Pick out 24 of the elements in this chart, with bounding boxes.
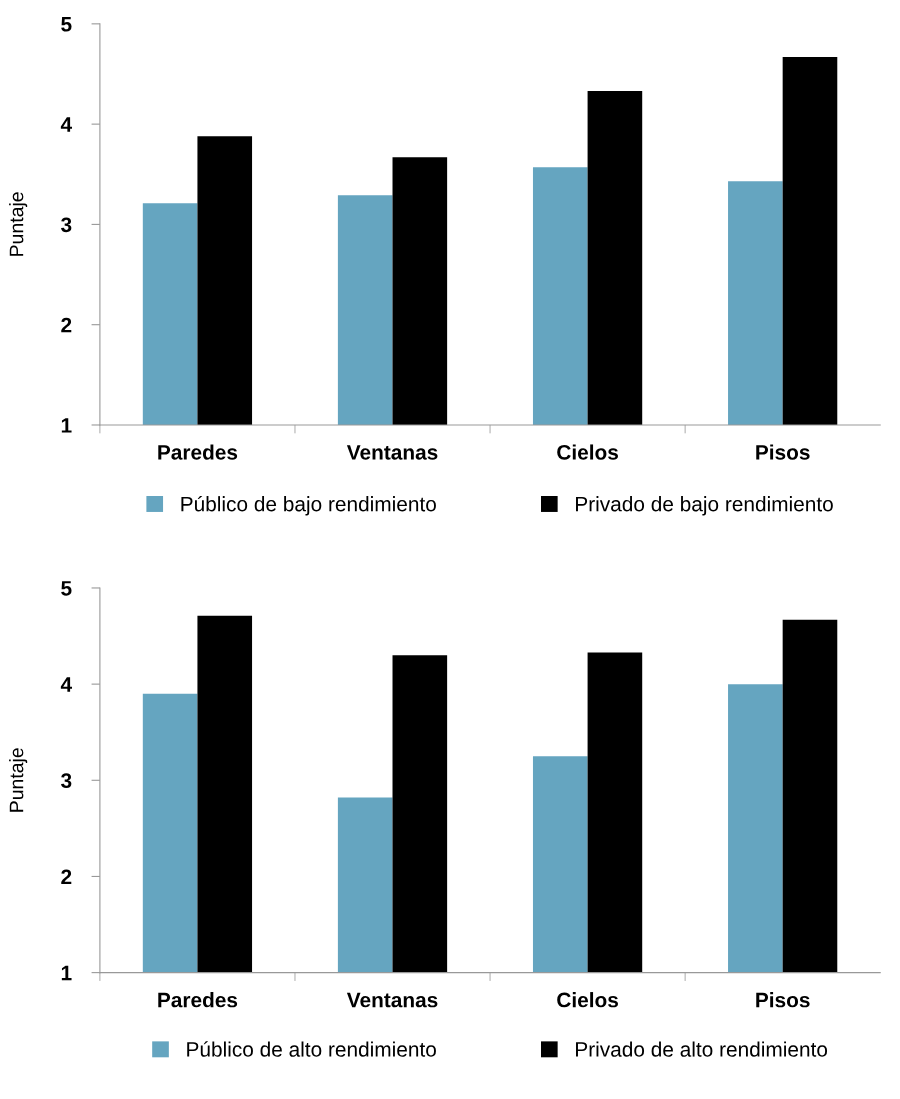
- x-tick-label: Pisos: [756, 444, 810, 460]
- legend-label: Privado de alto rendimiento: [576, 1041, 828, 1057]
- x-tick-label: Paredes: [158, 444, 238, 460]
- x-tick-label: Ventanas: [346, 445, 438, 460]
- y-axis-title: Puntaje: [9, 192, 28, 256]
- x-tick-label: Cielos: [557, 992, 618, 1008]
- x-tick-label: Cielos: [557, 444, 618, 460]
- y-tick-label: 2: [61, 869, 72, 884]
- x-tick-label: Paredes: [158, 992, 238, 1008]
- legend-label: Privado de bajo rendimiento: [576, 496, 833, 516]
- x-tick-label: Ventanas: [346, 992, 438, 1008]
- y-tick-label: 5: [61, 17, 72, 32]
- y-axis-title: Puntaje: [9, 748, 28, 812]
- y-tick-label: 3: [61, 217, 72, 233]
- y-tick-label: 4: [60, 117, 73, 132]
- y-tick-label: 2: [61, 317, 72, 333]
- legend-label: Público de alto rendimiento: [187, 1041, 436, 1057]
- x-tick-label: Pisos: [756, 992, 810, 1008]
- y-tick-label: 4: [60, 677, 73, 692]
- y-tick-label: 1: [61, 965, 72, 981]
- y-tick-label: 5: [61, 581, 72, 596]
- y-tick-label: 3: [61, 773, 72, 789]
- y-tick-label: 1: [61, 418, 72, 433]
- legend-label: Público de bajo rendimiento: [181, 495, 436, 516]
